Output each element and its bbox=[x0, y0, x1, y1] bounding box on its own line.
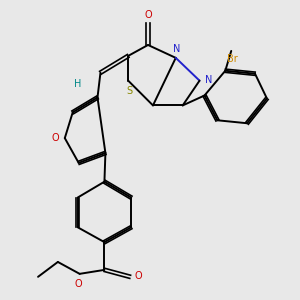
Text: N: N bbox=[173, 44, 180, 54]
Text: O: O bbox=[135, 271, 142, 281]
Text: H: H bbox=[74, 79, 81, 88]
Text: O: O bbox=[52, 133, 59, 143]
Text: O: O bbox=[74, 279, 82, 289]
Text: O: O bbox=[144, 10, 152, 20]
Text: S: S bbox=[127, 86, 133, 96]
Text: Br: Br bbox=[227, 55, 238, 64]
Text: N: N bbox=[205, 75, 212, 85]
